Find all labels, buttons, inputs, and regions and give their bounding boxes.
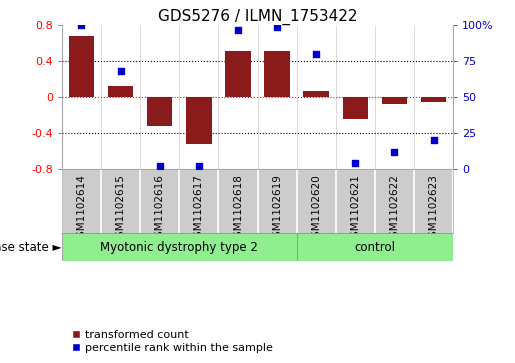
Bar bbox=[382, 97, 407, 104]
Point bbox=[195, 163, 203, 169]
Point bbox=[390, 149, 399, 155]
Bar bbox=[68, 36, 94, 97]
Bar bbox=[62, 233, 297, 261]
Bar bbox=[225, 50, 251, 97]
Point bbox=[273, 24, 281, 30]
Text: control: control bbox=[354, 241, 396, 253]
Legend: transformed count, percentile rank within the sample: transformed count, percentile rank withi… bbox=[67, 325, 278, 358]
Text: GSM1102615: GSM1102615 bbox=[115, 174, 126, 244]
Bar bbox=[108, 86, 133, 97]
Point bbox=[116, 68, 125, 74]
Bar bbox=[297, 233, 453, 261]
Point bbox=[312, 51, 320, 57]
Point bbox=[430, 137, 438, 143]
Text: Myotonic dystrophy type 2: Myotonic dystrophy type 2 bbox=[100, 241, 258, 253]
Text: GSM1102614: GSM1102614 bbox=[76, 174, 87, 244]
Text: GSM1102619: GSM1102619 bbox=[272, 174, 282, 244]
Text: GSM1102616: GSM1102616 bbox=[154, 174, 165, 244]
Text: GSM1102621: GSM1102621 bbox=[350, 174, 360, 244]
Text: GSM1102618: GSM1102618 bbox=[233, 174, 243, 244]
Bar bbox=[342, 97, 368, 119]
Point bbox=[234, 27, 242, 33]
Bar bbox=[303, 91, 329, 97]
Text: GSM1102617: GSM1102617 bbox=[194, 174, 204, 244]
Point bbox=[351, 160, 359, 166]
Text: GSM1102622: GSM1102622 bbox=[389, 174, 400, 244]
Bar bbox=[264, 50, 290, 97]
Point bbox=[156, 163, 164, 169]
Text: disease state ►: disease state ► bbox=[0, 241, 62, 253]
Bar bbox=[186, 97, 212, 144]
Text: GSM1102623: GSM1102623 bbox=[428, 174, 439, 244]
Point bbox=[77, 23, 85, 28]
Bar bbox=[421, 97, 447, 102]
Text: GSM1102620: GSM1102620 bbox=[311, 174, 321, 244]
Title: GDS5276 / ILMN_1753422: GDS5276 / ILMN_1753422 bbox=[158, 9, 357, 25]
Bar bbox=[147, 97, 173, 126]
